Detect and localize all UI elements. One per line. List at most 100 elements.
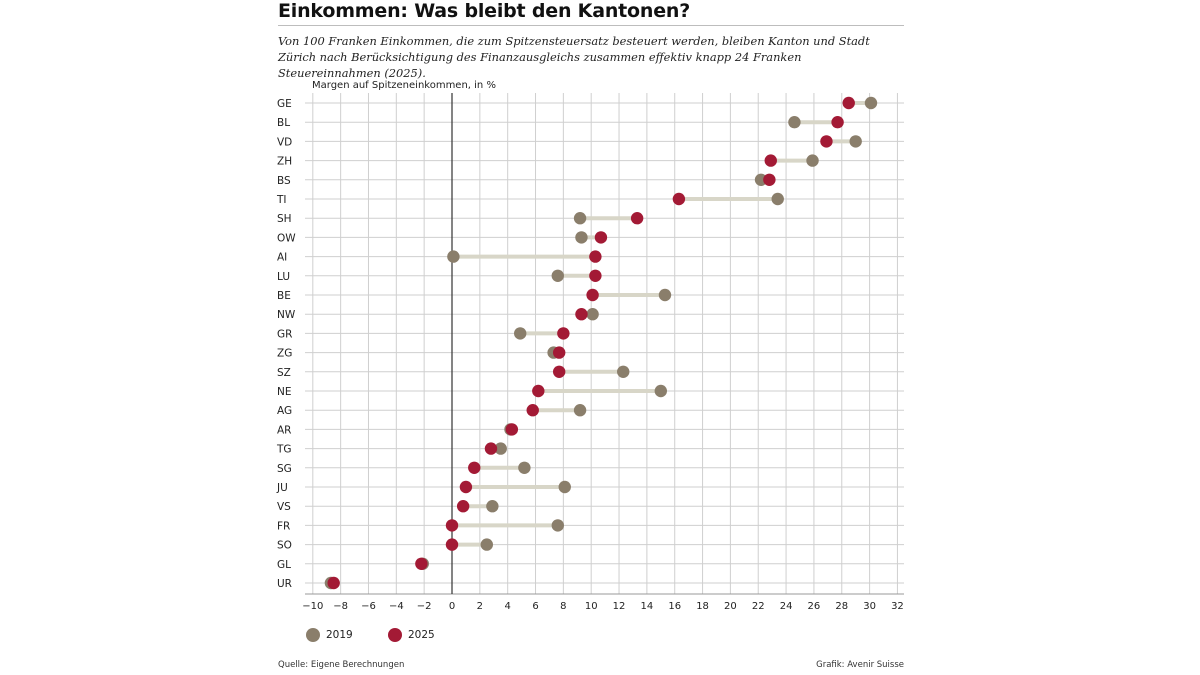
point-2019 [480,538,493,551]
x-tick-label: 18 [696,601,709,612]
credit-note: Grafik: Avenir Suisse [816,660,904,670]
point-2025 [763,173,776,186]
category-label: AG [277,405,292,417]
x-tick-label: 6 [532,601,538,612]
category-label: BL [277,117,290,129]
source-note: Quelle: Eigene Berechnungen [278,660,405,670]
point-2025 [415,557,428,570]
point-2019 [514,327,527,340]
category-label: OW [277,232,296,244]
category-label: SZ [277,367,291,379]
point-2025 [526,404,539,417]
point-2019 [551,519,564,532]
category-label: UR [277,578,292,590]
legend-marker-2025 [388,628,402,642]
category-label: SG [277,463,292,475]
x-tick-label: 16 [668,601,681,612]
point-2025 [672,192,686,206]
chart-title: Einkommen: Was bleibt den Kantonen? [278,0,691,22]
point-2019 [788,116,801,129]
x-tick-label: −4 [389,601,404,612]
category-label: BE [277,290,291,302]
point-2025 [764,154,777,167]
point-2025 [468,461,481,474]
category-label: SH [277,213,292,225]
x-tick-label: 8 [560,601,566,612]
point-2019 [573,404,587,417]
point-2019 [849,135,862,148]
point-2019 [586,308,599,321]
point-2025 [484,442,498,455]
category-label: AI [277,252,287,264]
point-2019 [575,231,588,244]
point-2025 [552,365,566,378]
category-label: TG [276,444,292,456]
x-tick-label: 10 [585,601,598,612]
point-2025 [445,538,459,551]
category-label: ZH [277,156,292,168]
category-label: FR [277,520,290,532]
category-label: NE [277,386,292,398]
category-label: AR [277,424,291,436]
point-2019 [806,154,819,167]
point-2019 [518,461,531,474]
x-tick-label: 30 [863,601,876,612]
category-label: TI [276,194,287,206]
legend-item-2025: 2025 [388,628,435,642]
category-label: JU [276,482,288,494]
legend-marker-2019 [306,628,320,642]
point-2025 [557,327,570,340]
point-2019 [864,96,878,110]
x-tick-label: −8 [333,601,348,612]
x-tick-label: 24 [780,601,793,612]
point-2019 [658,288,672,302]
point-2019 [551,269,564,282]
point-2025 [445,519,459,532]
point-2019 [617,365,630,378]
point-2025 [820,135,833,148]
x-tick-label: 12 [613,601,626,612]
category-label: NW [277,309,296,321]
point-2025 [589,250,602,263]
category-label: VS [277,501,291,513]
point-2025 [594,231,608,244]
title-divider [278,25,904,26]
point-2025 [586,288,599,302]
x-tick-label: −6 [361,601,376,612]
point-2019 [771,192,784,206]
x-tick-label: 2 [477,601,483,612]
x-tick-label: 20 [724,601,737,612]
point-2019 [447,250,460,263]
x-tick-label: 28 [835,601,848,612]
point-2025 [532,384,545,398]
point-2019 [654,384,667,398]
x-tick-label: 0 [449,601,455,612]
category-label: GE [277,98,292,110]
point-2019 [486,500,499,513]
x-tick-label: −2 [417,601,432,612]
category-label: LU [277,271,290,283]
point-2025 [505,423,519,436]
point-2019 [573,212,587,225]
category-label: ZG [277,348,292,360]
point-2025 [456,500,470,513]
point-2025 [575,308,588,321]
unit-label: Margen auf Spitzeneinkommen, in % [312,80,496,91]
category-label: VD [277,136,292,148]
chart-subtitle: Von 100 Franken Einkommen, die zum Spitz… [278,34,870,80]
x-tick-label: 14 [641,601,654,612]
x-tick-label: 26 [808,601,821,612]
x-tick-label: 32 [891,601,904,612]
category-label: BS [277,175,291,187]
category-label: GR [277,328,292,340]
point-2025 [842,96,855,110]
point-2025 [589,269,602,282]
category-label: SO [277,540,292,552]
x-tick-label: −10 [302,601,323,612]
point-2025 [552,346,566,359]
point-2025 [630,212,644,225]
x-tick-label: 4 [504,601,510,612]
point-2025 [831,116,844,129]
legend-label-2025: 2025 [408,629,435,641]
